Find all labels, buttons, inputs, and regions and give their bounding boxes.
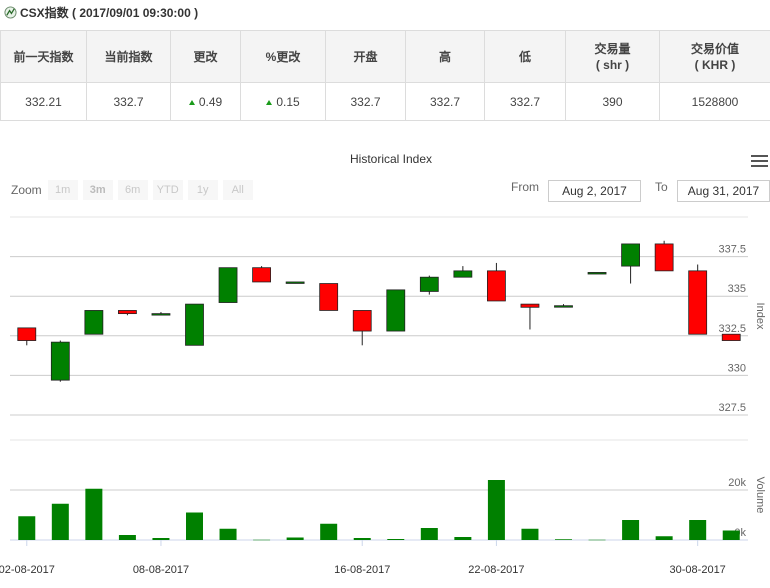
candle-body (252, 267, 271, 283)
cell-pct_change: 0.15 (240, 82, 326, 121)
zoom-controls: Zoom 1m 3m 6m YTD 1y All (11, 180, 258, 200)
cell-low: 332.7 (484, 82, 566, 121)
column-header-prev_close: 前一天指数 (0, 30, 87, 83)
zoom-button-3m[interactable]: 3m (82, 180, 113, 200)
volume-bar (420, 528, 438, 540)
price-tick-label: 332.5 (718, 323, 746, 335)
market-logo-icon (4, 5, 17, 19)
cell-prev_close: 332.21 (0, 82, 87, 121)
volume-bar (555, 539, 572, 540)
column-header-high: 高 (405, 30, 485, 83)
zoom-button-1m[interactable]: 1m (47, 180, 78, 200)
x-tick-label: 08-08-2017 (133, 564, 189, 576)
column-header-current: 当前指数 (86, 30, 171, 83)
volume-tick-label: 20k (728, 477, 746, 489)
candle-body (50, 341, 70, 381)
volume-bar (588, 539, 606, 541)
candle-body (352, 310, 372, 332)
quote-table: 前一天指数 当前指数 更改 %更改 开盘高低交易量( shr ) 交易价值( KHR ) … (0, 30, 770, 121)
cell-value: 1528800 (659, 82, 770, 121)
volume-bar (85, 488, 103, 540)
up-arrow-icon (188, 99, 195, 105)
zoom-button-6m[interactable]: 6m (117, 180, 148, 200)
quote-data-row: 332.21 332.7 0.49 0.15 332.7 332.7 332.7 390 152… (0, 82, 770, 121)
zoom-button-ytd[interactable]: YTD (152, 180, 183, 200)
volume-bar (320, 523, 338, 540)
volume-bar (286, 537, 304, 540)
candle-body (453, 270, 473, 278)
cell-open: 332.7 (325, 82, 406, 121)
candle-body (520, 303, 540, 308)
volume-bar (353, 538, 371, 540)
column-header-low: 低 (484, 30, 566, 83)
price-tick-label: 330 (728, 362, 746, 374)
price-tick-label: 337.5 (718, 244, 746, 256)
chart-title: Historical Index (349, 152, 433, 166)
candle-body (185, 303, 204, 346)
price-tick-label: 327.5 (718, 402, 746, 414)
page-header: CSX指数 ( 2017/09/01 09:30:00 ) (0, 0, 770, 24)
candle-body (554, 305, 573, 308)
x-tick-label: 02-08-2017 (0, 564, 55, 576)
column-header-open: 开盘 (325, 30, 406, 83)
cell-change: 0.49 (170, 82, 241, 121)
page-title: CSX指数 ( 2017/09/01 09:30:00 ) (20, 5, 199, 20)
volume-bar (219, 528, 237, 540)
cell-current: 332.7 (86, 82, 171, 121)
to-label: To (655, 180, 668, 194)
candle-body (386, 289, 406, 332)
candle-body (419, 276, 439, 292)
volume-bar (186, 512, 203, 540)
column-header-volume: 交易量( shr ) (565, 30, 660, 83)
cell-high: 332.7 (405, 82, 485, 121)
column-header-change: 更改 (170, 30, 241, 83)
column-header-value: 交易价值( KHR ) (659, 30, 770, 83)
volume-bar (118, 535, 136, 540)
volume-bar (689, 520, 707, 540)
volume-bar (152, 538, 170, 540)
volume-axis-label: Volume (754, 477, 766, 514)
price-axis-label: Index (754, 303, 766, 330)
quote-header-row: 前一天指数 当前指数 更改 %更改 开盘高低交易量( shr ) 交易价值( KHR ) (0, 30, 770, 83)
volume-bar (487, 480, 505, 540)
x-tick-label: 16-08-2017 (334, 564, 390, 576)
candle-body (721, 333, 741, 341)
volume-bar (521, 528, 539, 540)
candle-body (151, 313, 171, 316)
volume-bar (722, 530, 740, 540)
cell-volume: 390 (565, 82, 660, 121)
volume-bar (387, 539, 405, 540)
candle-body (654, 243, 674, 272)
volume-bar (655, 536, 673, 540)
volume-bar (18, 516, 36, 540)
candle-body (688, 270, 708, 335)
candle-body (487, 270, 506, 302)
candle-body (17, 327, 37, 341)
from-label: From (511, 180, 539, 194)
candle-body (84, 310, 104, 335)
x-tick-label: 30-08-2017 (670, 564, 726, 576)
column-header-pct_change: %更改 (240, 30, 326, 83)
candle-body (621, 243, 640, 267)
candle-body (587, 272, 607, 275)
candle-body (218, 267, 238, 303)
zoom-button-1y[interactable]: 1y (187, 180, 218, 200)
candle-body (118, 310, 137, 315)
volume-bar (454, 537, 472, 540)
up-arrow-icon (266, 99, 273, 105)
volume-bar (622, 520, 640, 540)
volume-bar (253, 539, 271, 541)
x-tick-label: 22-08-2017 (468, 564, 524, 576)
from-date-input[interactable]: Aug 2, 2017 (548, 180, 641, 202)
volume-bar (51, 503, 69, 540)
hamburger-menu-icon[interactable] (751, 155, 768, 168)
zoom-button-all[interactable]: All (222, 180, 253, 200)
candle-body (319, 283, 339, 311)
candle-body (285, 281, 305, 284)
price-tick-label: 335 (728, 283, 746, 295)
zoom-label: Zoom (11, 183, 42, 197)
